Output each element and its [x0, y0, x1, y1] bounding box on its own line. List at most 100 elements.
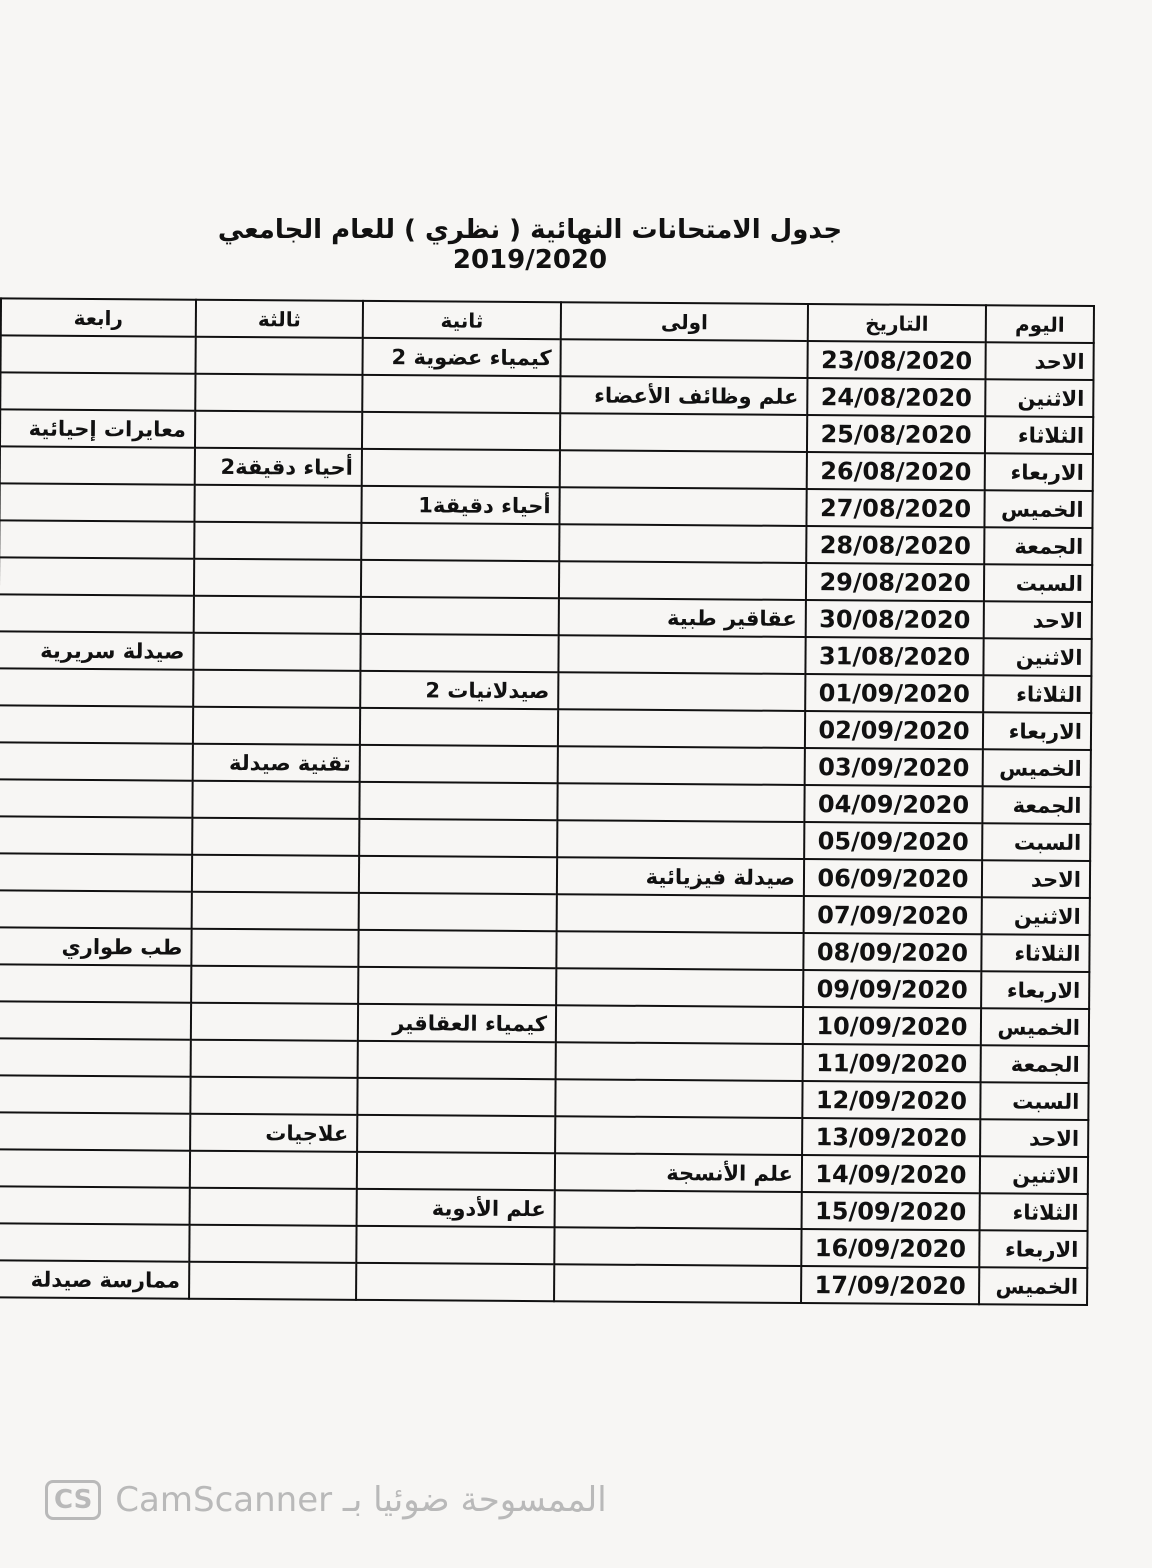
exam-cell	[0, 1112, 191, 1151]
exam-cell	[361, 559, 560, 599]
exam-cell	[356, 1262, 555, 1302]
exam-cell	[0, 742, 193, 781]
date-cell: 05/09/2020	[804, 821, 983, 861]
day-cell: الخميس	[979, 1267, 1088, 1305]
date-cell: 23/08/2020	[807, 340, 986, 380]
exam-cell	[189, 1224, 357, 1263]
day-cell: الخميس	[982, 749, 1091, 787]
exam-cell	[356, 1225, 555, 1265]
column-header: اليوم	[985, 305, 1094, 343]
exam-cell	[358, 855, 558, 895]
column-header: ثالثة	[195, 299, 364, 338]
exam-cell: علم وظائف الأعضاء	[560, 376, 808, 415]
exam-cell	[191, 891, 359, 930]
day-cell: الثلاثاء	[983, 675, 1092, 713]
day-cell: الجمعة	[984, 527, 1093, 565]
date-cell: 17/09/2020	[801, 1265, 980, 1305]
exam-cell	[190, 1039, 358, 1078]
exam-cell	[560, 339, 808, 378]
exam-cell	[558, 672, 806, 711]
exam-cell	[0, 705, 194, 744]
exam-cell	[190, 965, 359, 1004]
exam-cell	[358, 929, 557, 969]
day-cell: الجمعة	[980, 1045, 1089, 1083]
exam-cell	[559, 450, 807, 489]
exam-cell	[194, 521, 362, 560]
column-header: ثانية	[362, 300, 562, 340]
day-cell: الاثنين	[979, 1156, 1089, 1194]
exam-cell	[192, 706, 361, 745]
exam-cell	[357, 1040, 556, 1080]
exam-cell	[559, 524, 807, 563]
column-header: رابعة	[0, 298, 196, 337]
exam-cell	[557, 783, 805, 822]
exam-cell	[360, 633, 559, 673]
exam-cell	[0, 372, 196, 411]
day-cell: الاحد	[983, 601, 1092, 639]
day-cell: الاثنين	[983, 638, 1092, 676]
exam-cell: علاجيات	[189, 1113, 358, 1152]
date-cell: 14/09/2020	[801, 1154, 981, 1194]
exam-cell	[0, 594, 194, 633]
date-cell: 28/08/2020	[806, 525, 985, 565]
exam-cell	[362, 411, 561, 451]
exam-cell	[357, 1114, 556, 1154]
date-cell: 10/09/2020	[802, 1006, 982, 1046]
day-cell: الجمعة	[982, 786, 1091, 824]
exam-cell: أحياء دقيقة1	[361, 485, 560, 525]
exam-cell	[555, 1005, 804, 1044]
exam-cell	[191, 928, 359, 967]
column-header: اولى	[560, 302, 808, 341]
date-cell: 29/08/2020	[805, 562, 985, 602]
exam-cell	[195, 373, 363, 412]
date-cell: 06/09/2020	[803, 858, 983, 898]
exam-cell	[0, 1075, 191, 1114]
day-cell: الاحد	[980, 1119, 1089, 1157]
exam-cell	[0, 1149, 190, 1188]
column-header: التاريخ	[807, 303, 986, 343]
date-cell: 07/09/2020	[803, 895, 982, 935]
exam-cell	[359, 744, 559, 784]
exam-cell	[0, 1038, 191, 1077]
exam-cell: طب طواري	[0, 927, 192, 966]
exam-cell	[190, 1002, 359, 1041]
exam-cell	[0, 446, 195, 485]
exam-cell	[362, 374, 561, 414]
date-cell: 02/09/2020	[804, 710, 984, 750]
day-cell: الاثنين	[985, 379, 1094, 417]
exam-cell	[558, 709, 806, 748]
exam-cell	[356, 1151, 556, 1191]
date-cell: 08/09/2020	[803, 932, 982, 972]
exam-cell	[194, 410, 363, 449]
exam-cell	[0, 964, 192, 1003]
day-cell: الاثنين	[981, 897, 1090, 935]
date-cell: 27/08/2020	[806, 488, 985, 528]
exam-cell	[189, 1187, 357, 1226]
exam-cell	[0, 335, 196, 374]
date-cell: 13/09/2020	[802, 1117, 981, 1157]
date-cell: 24/08/2020	[807, 377, 986, 417]
exam-cell	[190, 1076, 358, 1115]
exam-cell	[361, 448, 561, 488]
day-cell: الاربعاء	[981, 971, 1090, 1009]
exam-cell	[556, 894, 804, 933]
exam-cell: ممارسة صيدلة	[0, 1260, 190, 1299]
exam-cell	[556, 968, 804, 1007]
exam-cell	[0, 520, 195, 559]
exam-cell	[557, 820, 805, 859]
exam-cell	[554, 1227, 802, 1266]
day-cell: الخميس	[980, 1008, 1090, 1046]
exam-cell: معايرات إحيائية	[0, 409, 196, 448]
day-cell: السبت	[980, 1082, 1089, 1120]
exam-cell	[0, 557, 195, 596]
exam-cell	[555, 1079, 803, 1118]
exam-cell: عقاقير طبية	[558, 598, 806, 637]
day-cell: الخميس	[984, 490, 1093, 528]
day-cell: السبت	[983, 564, 1093, 602]
exam-cell	[358, 892, 557, 932]
day-cell: الاربعاء	[979, 1230, 1088, 1268]
day-cell: الثلاثاء	[981, 934, 1090, 972]
camscanner-watermark: CS CamScanner الممسوحة ضوئيا بـ	[45, 1480, 607, 1520]
exam-cell	[559, 561, 807, 600]
camscanner-logo: CS	[45, 1480, 102, 1520]
